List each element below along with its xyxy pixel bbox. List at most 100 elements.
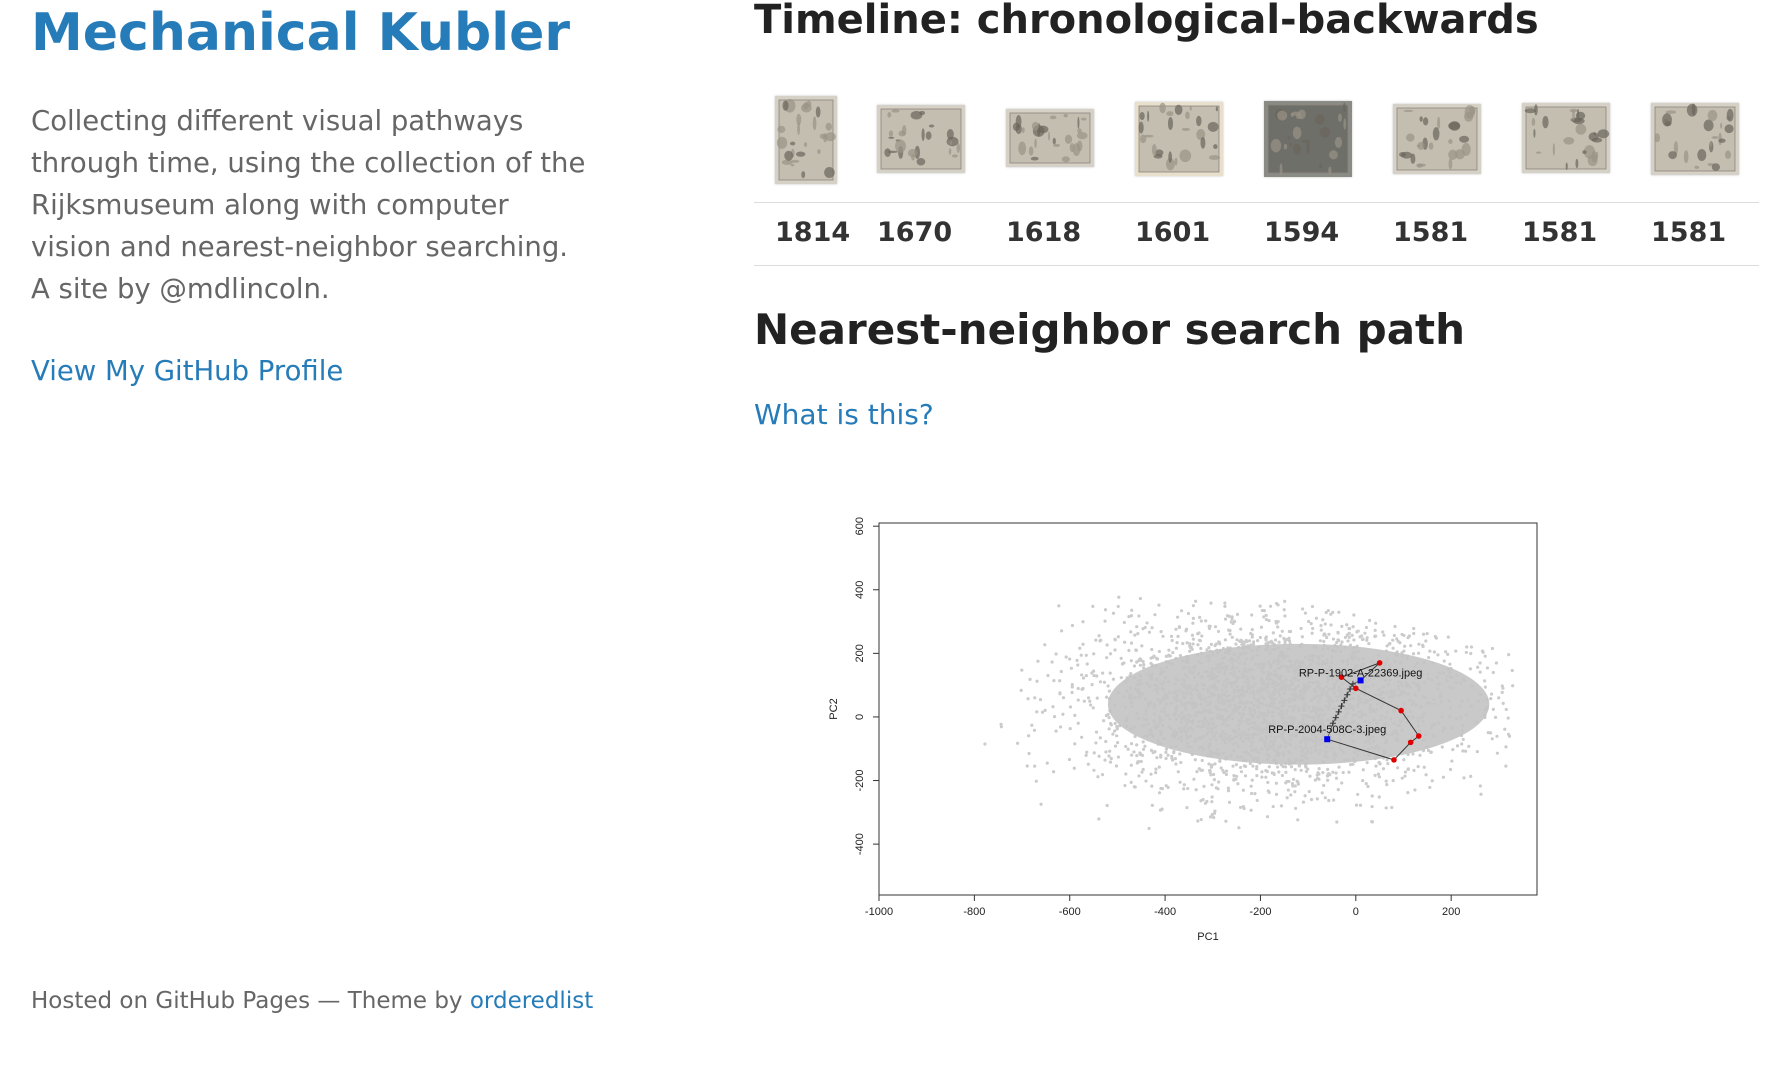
cloud-point xyxy=(1461,749,1465,753)
cloud-point xyxy=(1337,610,1341,614)
interpolation-cross xyxy=(1341,697,1348,704)
cloud-point xyxy=(1229,620,1233,624)
cloud-point xyxy=(1250,613,1254,617)
theme-author-link[interactable]: orderedlist xyxy=(469,988,594,1014)
cloud-point xyxy=(1488,731,1493,735)
cloud-point xyxy=(1290,782,1295,786)
cloud-point xyxy=(1293,784,1297,788)
cloud-point xyxy=(1124,744,1128,749)
cloud-point xyxy=(1081,642,1085,646)
cloud-point xyxy=(1113,721,1117,726)
cloud-point xyxy=(983,742,987,746)
cloud-point xyxy=(1274,781,1279,785)
cloud-point xyxy=(1227,800,1232,804)
cloud-point xyxy=(1314,616,1319,620)
artwork-thumbnail-icon[interactable] xyxy=(1135,102,1223,176)
cloud-point xyxy=(1096,775,1100,779)
cloud-point xyxy=(1277,770,1281,774)
cloud-point xyxy=(1109,723,1113,727)
cloud-point xyxy=(1182,783,1186,787)
artwork-thumbnail-icon[interactable] xyxy=(1393,104,1481,174)
cloud-point xyxy=(1307,790,1311,794)
cloud-point xyxy=(1081,620,1085,624)
cloud-point xyxy=(1046,673,1050,678)
timeline-year: 1594 xyxy=(1264,217,1340,248)
cloud-point xyxy=(1076,686,1080,691)
cloud-point xyxy=(1507,653,1511,657)
artwork-thumbnail-icon[interactable] xyxy=(1264,101,1352,177)
cloud-point xyxy=(1251,642,1256,646)
artwork-thumbnail-icon[interactable] xyxy=(1522,103,1610,173)
github-profile-link[interactable]: View My GitHub Profile xyxy=(31,355,344,387)
cloud-point xyxy=(1460,742,1464,746)
cloud-point xyxy=(1097,817,1101,821)
cloud-point xyxy=(1322,783,1326,788)
cloud-point xyxy=(1363,631,1367,635)
cloud-point xyxy=(1395,637,1399,641)
timeline-year: 1581 xyxy=(1522,217,1598,248)
artwork-thumbnail-icon[interactable] xyxy=(877,105,965,173)
cloud-point xyxy=(1365,638,1369,642)
cloud-point xyxy=(1442,659,1446,663)
cloud-point xyxy=(1150,626,1154,630)
cloud-point xyxy=(1115,724,1119,729)
cloud-point xyxy=(1149,656,1153,660)
cloud-point xyxy=(1184,627,1189,631)
cloud-point xyxy=(1239,770,1244,774)
cloud-point xyxy=(1436,653,1440,657)
cloud-point xyxy=(1192,777,1196,781)
cloud-point xyxy=(1345,623,1349,627)
cloud-point xyxy=(1299,626,1303,631)
cloud-point xyxy=(1422,765,1426,769)
cloud-point xyxy=(1197,767,1201,771)
cloud-point xyxy=(1154,767,1158,771)
cloud-point xyxy=(1050,660,1054,664)
cloud-point xyxy=(1247,639,1252,643)
cloud-point xyxy=(1043,643,1047,647)
cloud-point xyxy=(1164,784,1168,788)
cloud-point xyxy=(1136,760,1140,764)
cloud-point xyxy=(1150,647,1154,652)
artwork-thumbnail-icon[interactable] xyxy=(775,96,837,184)
what-is-this-link[interactable]: What is this? xyxy=(754,398,934,431)
cloud-point xyxy=(1084,673,1088,678)
cloud-point xyxy=(1264,613,1268,617)
cloud-point xyxy=(1038,698,1043,702)
cloud-point xyxy=(1191,604,1196,608)
artwork-thumbnail-icon[interactable] xyxy=(1006,109,1094,167)
y-axis-label: PC2 xyxy=(828,698,840,719)
cloud-point xyxy=(1191,621,1195,625)
cloud-point xyxy=(1205,648,1209,652)
cloud-point xyxy=(1390,805,1394,810)
cloud-point xyxy=(1425,631,1429,636)
site-title-link[interactable]: Mechanical Kubler xyxy=(31,3,570,63)
cloud-point xyxy=(1231,764,1235,768)
site-title[interactable]: Mechanical Kubler xyxy=(31,0,570,66)
cloud-point xyxy=(1506,716,1510,720)
cloud-point xyxy=(1351,762,1355,766)
cloud-point xyxy=(1080,687,1084,691)
path-point xyxy=(1353,685,1359,692)
cloud-point xyxy=(1243,774,1248,778)
cloud-point xyxy=(1166,654,1170,658)
cloud-point xyxy=(1076,698,1080,702)
y-tick-label: 600 xyxy=(854,517,866,535)
cloud-point xyxy=(1469,774,1473,778)
cloud-point xyxy=(1196,819,1200,823)
cloud-point xyxy=(1194,788,1198,792)
cloud-point xyxy=(1464,650,1468,655)
cloud-point xyxy=(1374,764,1378,768)
cloud-point xyxy=(1113,637,1117,641)
cloud-point xyxy=(1106,684,1110,688)
cloud-point xyxy=(999,725,1004,729)
artwork-thumbnail-icon[interactable] xyxy=(1651,103,1739,175)
cloud-point xyxy=(1424,639,1428,643)
cloud-point xyxy=(1310,604,1315,609)
interpolation-line xyxy=(1326,680,1361,740)
cloud-point xyxy=(1303,794,1307,798)
cloud-point xyxy=(1204,619,1208,623)
artwork-thumbnail-image xyxy=(877,105,965,173)
cloud-point xyxy=(1072,766,1076,770)
cloud-point xyxy=(1070,685,1074,689)
pca-scatter-plot: -1000 -800 -600 -400 -200 0 200 -400 -200 0 200 400… xyxy=(825,510,1735,1090)
